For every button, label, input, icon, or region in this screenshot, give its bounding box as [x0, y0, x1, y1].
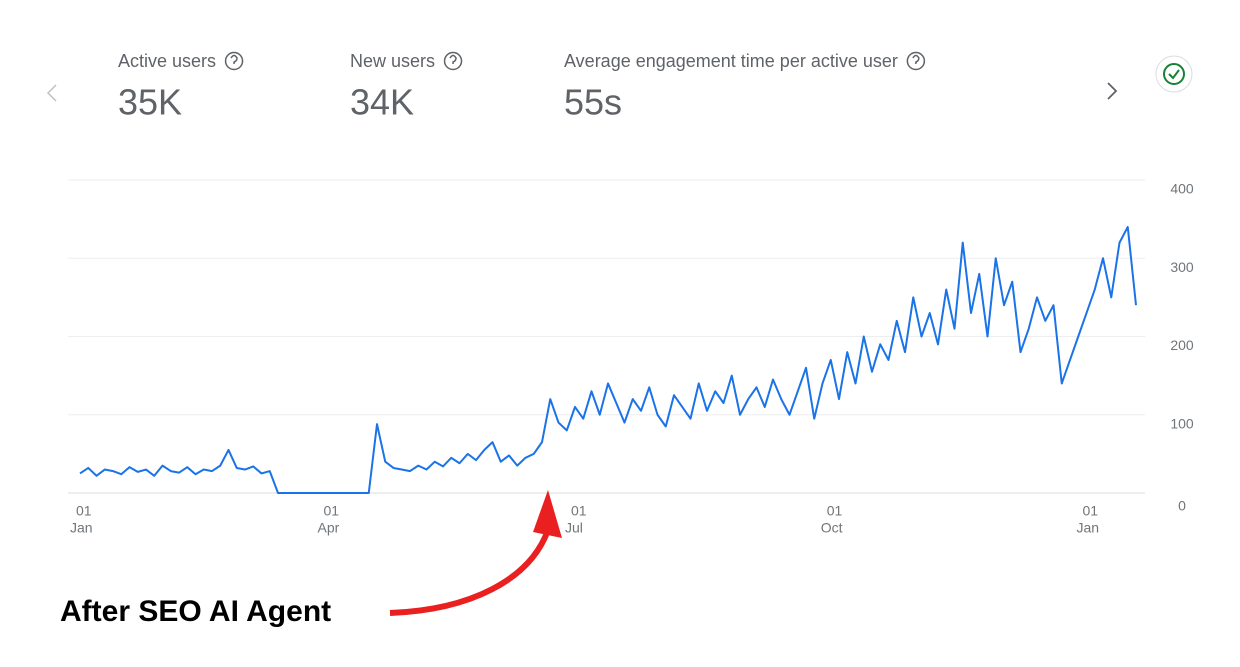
y-tick-label: 200: [1170, 337, 1194, 353]
metric-label[interactable]: Active users: [118, 51, 216, 71]
x-tick-month: Oct: [821, 520, 843, 536]
x-tick-day: 01: [324, 503, 340, 519]
x-tick-month: Apr: [318, 520, 340, 536]
y-tick-label: 100: [1170, 415, 1194, 431]
help-icon-mark: [449, 54, 457, 64]
x-tick-month: Jan: [1077, 520, 1100, 536]
y-tick-label: 0: [1178, 498, 1186, 514]
prev-arrow[interactable]: [46, 84, 57, 102]
metric-value: 35K: [118, 82, 182, 123]
y-tick-label: 400: [1170, 181, 1194, 197]
help-icon-mark: [230, 54, 238, 64]
x-tick-day: 01: [571, 503, 587, 519]
metric-value: 34K: [350, 82, 414, 123]
status-icon: [1155, 55, 1193, 93]
line: [79, 225, 1137, 494]
arrow-head: [533, 490, 562, 538]
x-tick-day: 01: [1083, 503, 1099, 519]
annotation: After SEO AI Agent: [60, 595, 331, 628]
help-icon: [906, 51, 926, 71]
help-icon: [224, 51, 244, 71]
next-arrow[interactable]: [1107, 82, 1118, 100]
help-icon-mark: [912, 54, 920, 64]
y-tick-label: 300: [1170, 259, 1194, 275]
help-icon: [443, 51, 463, 71]
x-tick-month: Jul: [565, 520, 583, 536]
x-tick-day: 01: [76, 503, 92, 519]
metric-value: 55s: [564, 82, 622, 123]
metric-label[interactable]: Average engagement time per active user: [564, 51, 898, 71]
x-tick-month: Jan: [70, 520, 93, 536]
arrow-shaft: [389, 528, 551, 616]
x-tick-day: 01: [827, 503, 843, 519]
metric-label[interactable]: New users: [350, 51, 435, 71]
